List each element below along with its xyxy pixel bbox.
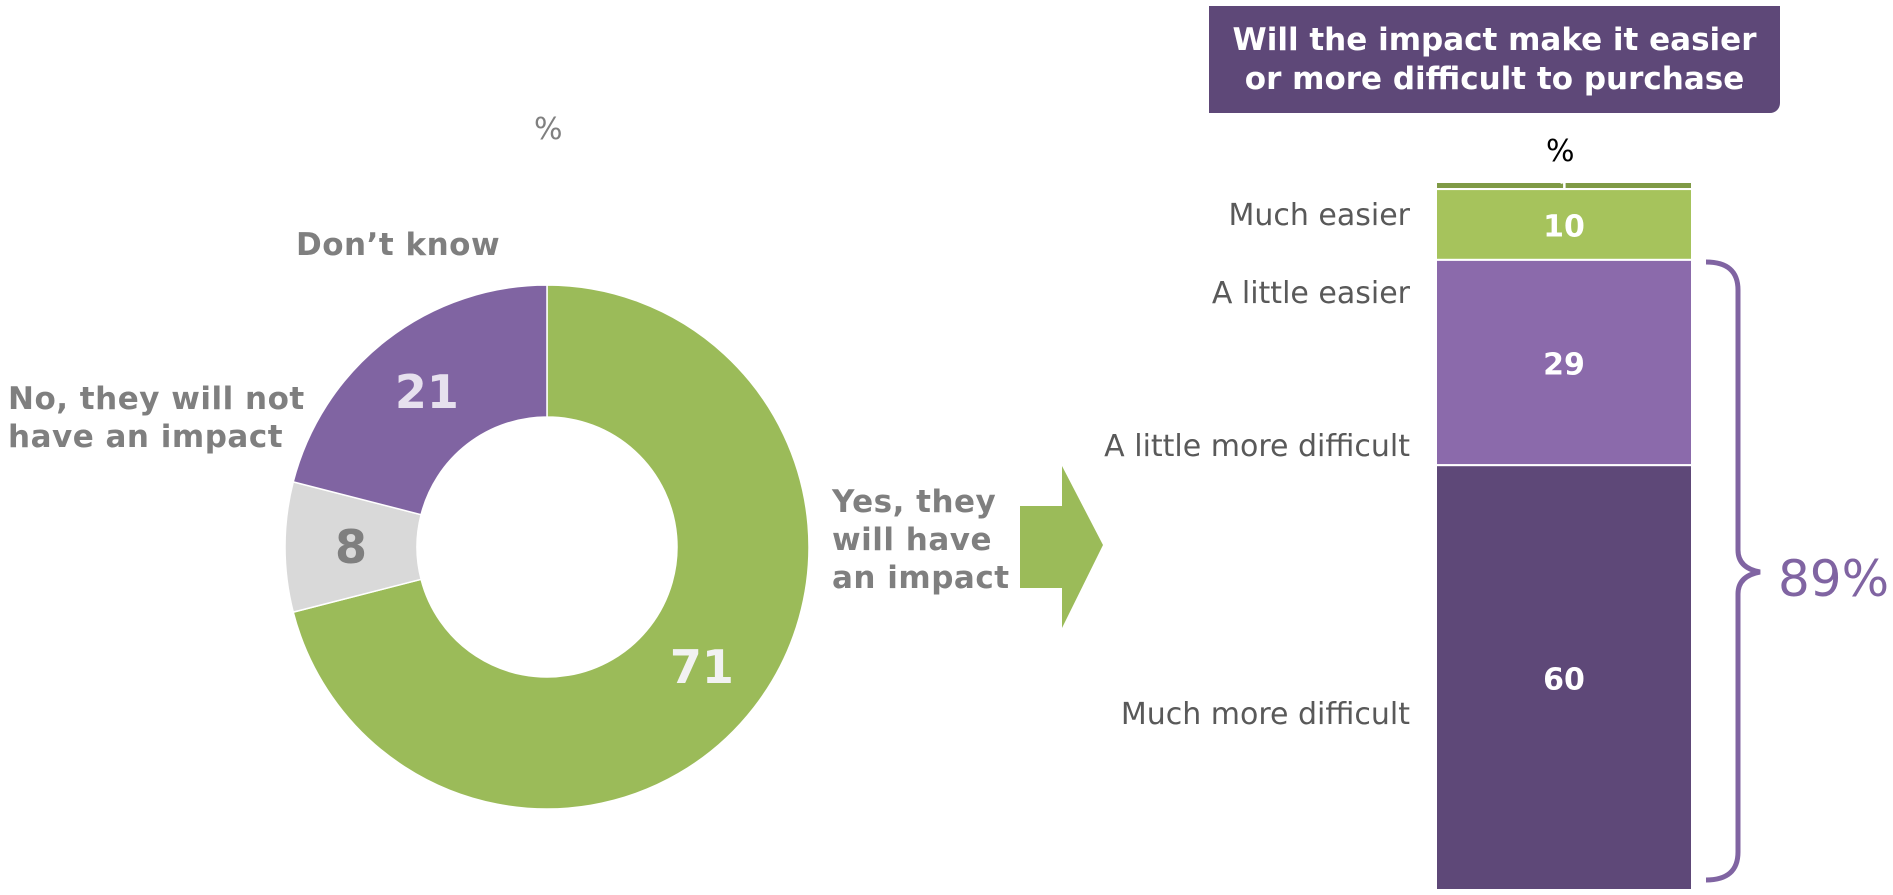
bracket-total-label: 89% xyxy=(1778,550,1890,608)
donut-slice-dont-know-value-label: 8 xyxy=(335,520,367,574)
label-no-impact-line-2: have an impact xyxy=(8,419,284,455)
bar-chart-title: Will the impact make it easier or more d… xyxy=(1209,6,1780,113)
category-label-much-more-difficult: Much more difficult xyxy=(1120,697,1410,732)
category-label-a-little-more-difficult: A little more difficult xyxy=(1104,429,1410,464)
donut-slice-no xyxy=(292,284,548,516)
right-arrow-icon xyxy=(1020,466,1103,628)
donut-slice-yes xyxy=(292,284,810,810)
donut-unit-label: % xyxy=(534,112,563,147)
bar-segment-much-more-difficult xyxy=(1435,464,1693,891)
bar-segment-a-little-easier xyxy=(1435,188,1693,261)
bar-segment-a-little-easier-value-label: 10 xyxy=(1543,209,1585,244)
bracket-icon xyxy=(1705,259,1761,883)
label-yes-impact-line-1: Yes, they xyxy=(832,484,997,520)
label-dont-know-line: Don’t know xyxy=(296,227,501,263)
bar-chart-title-line-2: or more difficult to purchase xyxy=(1244,60,1745,97)
bar-segment-much-more-difficult-value-label: 60 xyxy=(1543,663,1585,698)
label-no-impact: No, they will not have an impact xyxy=(8,380,305,456)
category-label-a-little-easier: A little easier xyxy=(1211,276,1410,311)
label-yes-impact-line-2: will have xyxy=(832,522,993,558)
bar-chart-title-line-1: Will the impact make it easier xyxy=(1232,21,1757,58)
donut-chart: 71 8 21 xyxy=(284,284,810,810)
bar-segment-much-easier-value-label: 1 xyxy=(1559,180,1569,196)
label-yes-impact: Yes, they will have an impact xyxy=(832,483,1010,597)
donut-slice-no-value-label: 21 xyxy=(395,365,459,419)
bar-unit-label: % xyxy=(1546,134,1575,169)
bar-segment-a-little-more-difficult xyxy=(1435,258,1693,467)
stacked-bar-chart: 1 10 29 60 xyxy=(1435,180,1693,891)
bar-segment-a-little-more-difficult-value-label: 29 xyxy=(1543,348,1585,383)
category-label-much-easier: Much easier xyxy=(1228,198,1410,233)
label-dont-know: Don’t know xyxy=(296,226,500,264)
label-no-impact-line-1: No, they will not xyxy=(8,381,305,417)
donut-slice-yes-value-label: 71 xyxy=(670,640,734,694)
label-yes-impact-line-3: an impact xyxy=(832,560,1010,596)
